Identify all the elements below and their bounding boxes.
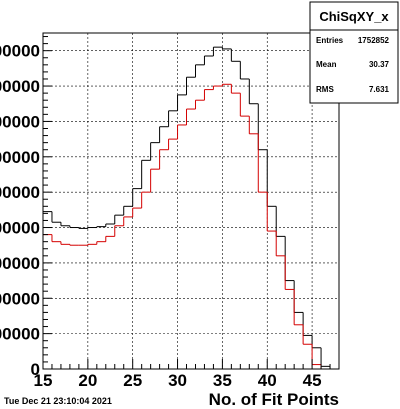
stats-title: ChiSqXY_x xyxy=(319,9,389,24)
x-tick-labels: 15 20 25 30 35 40 45 xyxy=(34,371,322,390)
frame-background xyxy=(43,33,339,369)
x-tick-label: 25 xyxy=(123,371,142,390)
x-tick-label: 45 xyxy=(303,371,322,390)
stats-box: ChiSqXY_x Entries 1752852 Mean 30.37 RMS… xyxy=(309,1,399,104)
stats-mean-value: 30.37 xyxy=(369,60,390,69)
x-tick-label: 40 xyxy=(258,371,277,390)
x-tick-label: 15 xyxy=(34,371,53,390)
stats-rms-label: RMS xyxy=(316,85,334,94)
stats-box-frame xyxy=(309,1,399,104)
x-tick-label: 35 xyxy=(213,371,232,390)
stats-rms-value: 7.631 xyxy=(369,85,390,94)
y-tick-label: 0 xyxy=(31,360,40,379)
axis-ticks xyxy=(42,36,340,370)
x-tick-label: 20 xyxy=(78,371,97,390)
x-axis-title: No. of Fit Points xyxy=(209,390,339,409)
y-tick-labels: 0000000000000000000000000000000000000000… xyxy=(0,42,40,379)
histogram-series-0 xyxy=(43,46,331,369)
stats-entries-value: 1752852 xyxy=(358,36,390,45)
x-tick-label: 30 xyxy=(168,371,187,390)
timestamp: Tue Dec 21 23:10:04 2021 xyxy=(4,396,112,406)
stats-entries-label: Entries xyxy=(316,36,344,45)
plot-frame xyxy=(42,32,340,370)
stats-mean-label: Mean xyxy=(316,60,337,69)
